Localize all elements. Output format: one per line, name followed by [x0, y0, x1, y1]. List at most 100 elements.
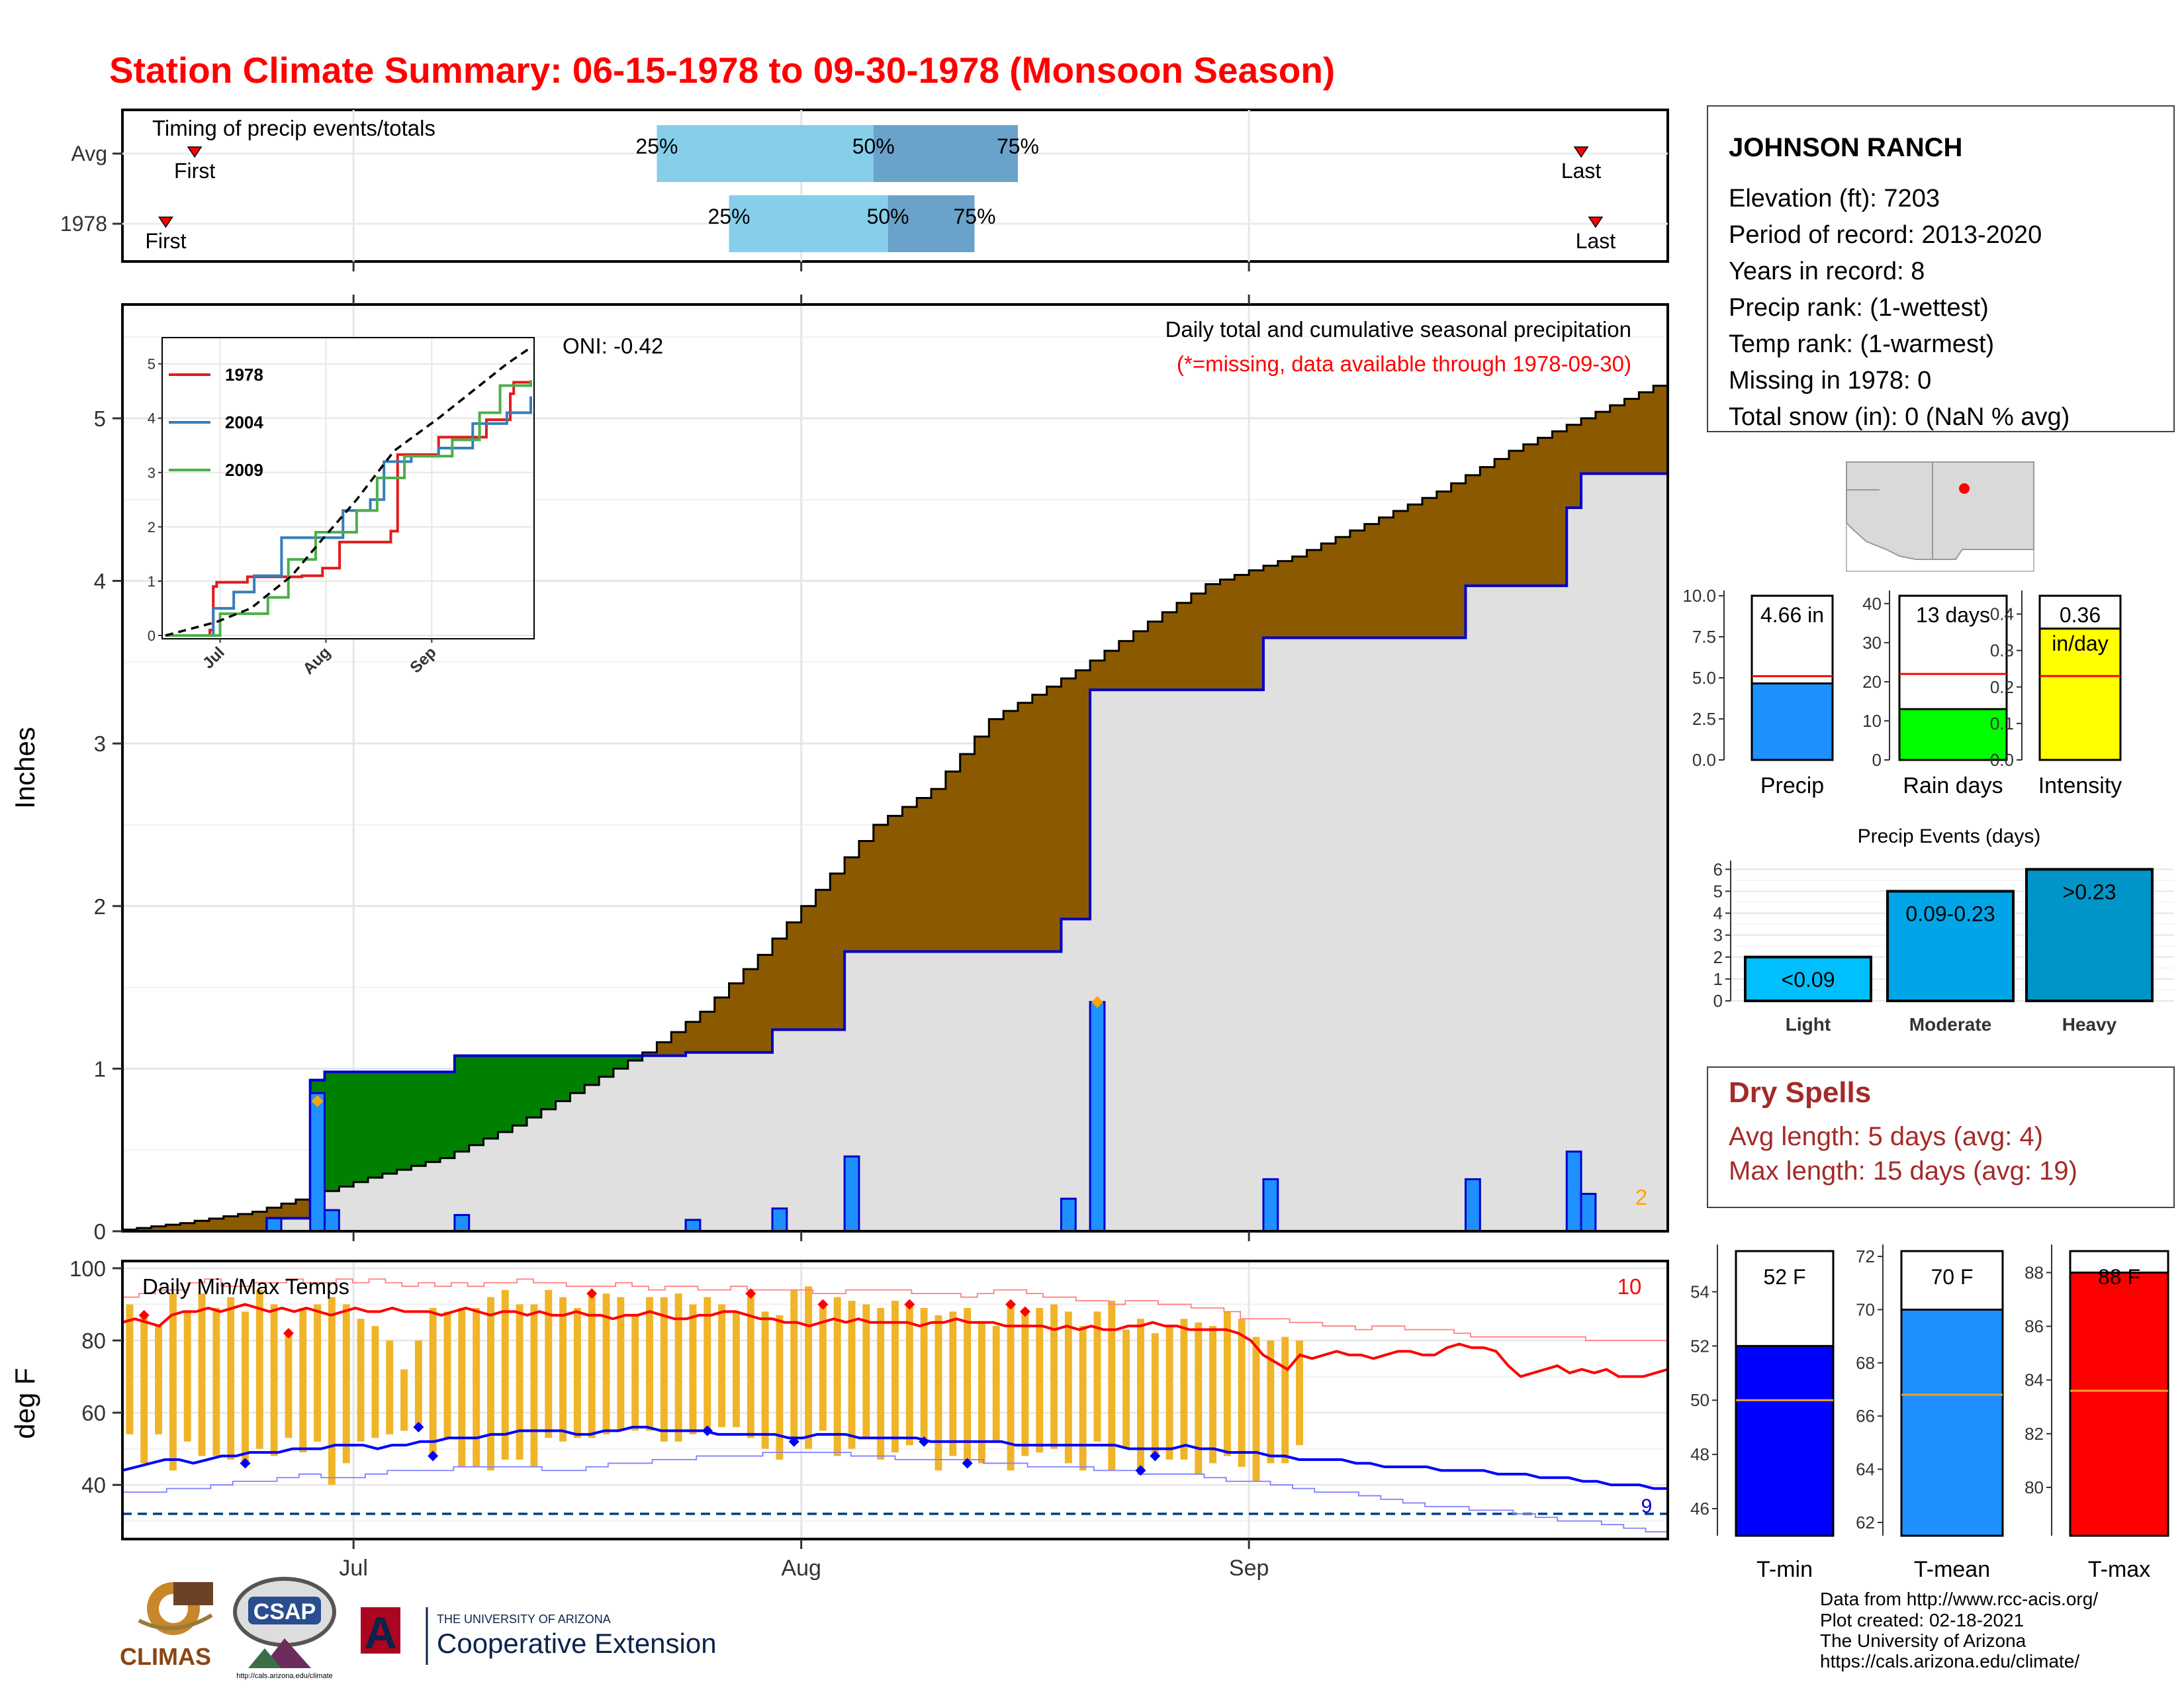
- temp-summary-y-tick-label: 50: [1690, 1390, 1709, 1410]
- below-average-fill: [1581, 418, 1596, 474]
- daily-temp-bar: [357, 1319, 365, 1442]
- daily-precip-bar: [684, 1219, 702, 1233]
- below-average-fill: [151, 1226, 166, 1231]
- daily-temp-bar: [212, 1307, 220, 1456]
- timing-bar-25-50: [657, 125, 874, 182]
- dry-spells-box: Dry Spells Avg length: 5 days (avg: 4) M…: [1707, 1066, 2175, 1208]
- above-average-fill: [353, 1072, 369, 1182]
- below-average-fill: [989, 719, 1004, 952]
- temp-summary-y-tick-label: 48: [1690, 1444, 1709, 1464]
- temp-summary-y-tick-label: 80: [2025, 1477, 2044, 1497]
- summary-bar-y-tick-label: 2.5: [1692, 709, 1716, 729]
- below-average-fill: [1118, 641, 1134, 690]
- inset-y-tick-label: 2: [148, 519, 156, 536]
- footer-line: The University of Arizona: [1820, 1630, 2026, 1651]
- below-average-fill: [1321, 543, 1336, 638]
- inset-series-line: [165, 381, 531, 637]
- below-average-fill: [1292, 556, 1307, 638]
- temp-y-tick-label: 100: [69, 1256, 106, 1281]
- station-info-line: Period of record: 2013-2020: [1729, 221, 2042, 249]
- daily-temp-bar: [1079, 1326, 1087, 1471]
- below-average-fill: [801, 906, 816, 1030]
- record-low-marker: [428, 1450, 439, 1462]
- timing-pct-label: 50%: [852, 134, 895, 158]
- daily-temp-bar: [183, 1311, 191, 1442]
- below-average-fill: [815, 890, 831, 1030]
- daily-temp-bar: [1036, 1307, 1044, 1453]
- station-location-marker: [1959, 483, 1970, 494]
- record-high-line: [122, 1278, 1668, 1341]
- daily-temp-bar: [242, 1311, 249, 1464]
- below-average-fill: [136, 1228, 152, 1231]
- daily-temp-bar: [1093, 1311, 1101, 1442]
- timing-title: Timing of precip events/totals: [152, 116, 435, 140]
- daily-precip-bar: [309, 1092, 326, 1233]
- summary-bar-y-tick-label: 30: [1862, 633, 1882, 653]
- inset-legend-label: 2009: [225, 460, 263, 480]
- first-event-label: First: [174, 159, 215, 183]
- summary-bar-value: [1751, 682, 1834, 761]
- below-average-fill: [1003, 711, 1019, 952]
- below-average-fill: [1032, 694, 1048, 952]
- record-low-marker: [1135, 1465, 1146, 1476]
- summary-bar-y-tick-label: 0.0: [1692, 750, 1716, 770]
- temp-summary-category-label: T-min: [1756, 1557, 1813, 1582]
- above-average-fill: [555, 1055, 570, 1102]
- below-average-fill: [671, 1032, 686, 1056]
- climas-logo-text: CLIMAS: [120, 1643, 211, 1670]
- below-average-fill: [295, 1199, 311, 1219]
- above-average-fill: [426, 1072, 441, 1162]
- precip-y-tick-label: 2: [94, 894, 106, 919]
- daily-temp-bar: [1209, 1326, 1217, 1464]
- extreme-precip-marker: [311, 1095, 324, 1107]
- daily-precip-bar: [1580, 1193, 1597, 1233]
- daily-precip-bar: [1089, 1001, 1106, 1233]
- daily-temp-bar: [227, 1297, 235, 1460]
- below-average-fill: [786, 922, 802, 1030]
- timing-pct-label: 25%: [708, 205, 751, 228]
- summary-bar-category-label: Precip: [1760, 773, 1824, 798]
- temp-summary-y-tick-label: 54: [1690, 1282, 1709, 1301]
- daily-temp-bar: [949, 1311, 957, 1456]
- cumulative-precip-area: [122, 473, 1668, 1231]
- precip-y-tick-label: 1: [94, 1056, 106, 1081]
- below-average-fill: [281, 1203, 296, 1219]
- summary-bar-value-label: 13 days: [1916, 603, 1990, 627]
- above-average-fill: [570, 1055, 585, 1094]
- below-average-fill: [1422, 498, 1437, 638]
- average-min-line: [122, 1425, 1668, 1490]
- record-low-line: [122, 1452, 1668, 1532]
- inset-legend-label: 1978: [225, 365, 263, 385]
- daily-temp-bar: [631, 1315, 639, 1431]
- temp-summary-category-label: T-mean: [1914, 1557, 1990, 1582]
- csap-logo: CSAP http://cals.arizona.edu/climate: [233, 1577, 336, 1680]
- inset-legend-label: 2004: [225, 412, 263, 432]
- below-average-fill: [1408, 504, 1423, 638]
- oni-label: ONI: -0.42: [563, 334, 663, 358]
- temp-x-tick-label: Sep: [1229, 1556, 1269, 1581]
- below-average-fill: [1148, 621, 1163, 690]
- daily-temp-bar: [819, 1304, 827, 1431]
- below-average-fill: [1306, 549, 1322, 638]
- record-high-marker: [283, 1328, 294, 1339]
- footer-line: https://cals.arizona.edu/climate/: [1820, 1651, 2079, 1671]
- above-average-fill: [483, 1055, 498, 1139]
- precip-y-axis-label: Inches: [9, 727, 40, 809]
- daily-temp-bar: [674, 1293, 682, 1442]
- record-high-marker: [1005, 1299, 1017, 1310]
- daily-temp-bar: [501, 1289, 509, 1460]
- above-average-fill: [584, 1055, 600, 1085]
- summary-bar-category-label: Rain days: [1903, 773, 2003, 798]
- daily-temp-bar: [978, 1322, 985, 1464]
- daily-precip-bar: [265, 1217, 283, 1233]
- daily-temp-bar: [1180, 1319, 1188, 1460]
- extreme-precip-marker: [1091, 996, 1104, 1008]
- timing-pct-label: 75%: [953, 205, 995, 228]
- daily-precip-bar: [453, 1213, 471, 1233]
- daily-precip-bar: [771, 1207, 788, 1233]
- temp-y-tick-label: 80: [81, 1329, 106, 1353]
- first-event-marker: [158, 216, 173, 228]
- temp-summary-bar: [1900, 1308, 2004, 1537]
- below-average-fill: [1451, 483, 1466, 638]
